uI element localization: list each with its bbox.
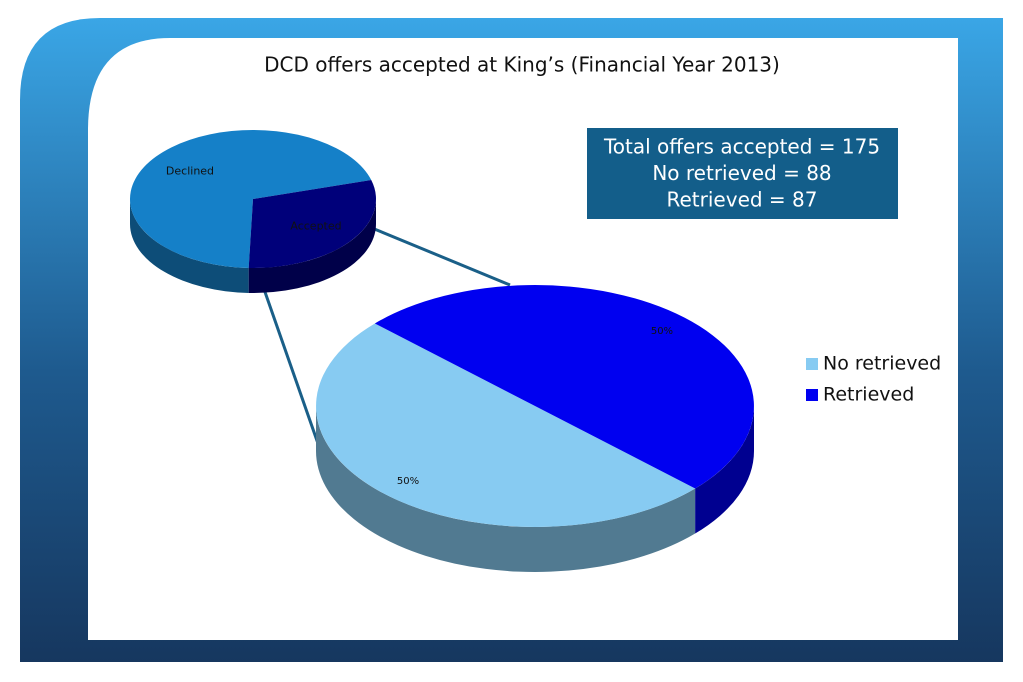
slice xyxy=(248,179,377,268)
slice-label: 50% xyxy=(397,476,419,487)
slice xyxy=(316,323,696,527)
slice-side xyxy=(248,199,376,293)
legend-swatch xyxy=(806,358,818,370)
slice xyxy=(374,285,754,489)
legend-label: Retrieved xyxy=(823,384,914,406)
connector xyxy=(371,226,511,287)
slice xyxy=(129,130,372,268)
slice-label: Accepted xyxy=(290,220,341,233)
slice-side xyxy=(130,199,249,293)
info-line: No retrieved = 88 xyxy=(652,161,831,185)
info-line: Total offers accepted = 175 xyxy=(603,135,880,159)
slice-side xyxy=(695,406,754,534)
legend-label: No retrieved xyxy=(823,353,941,375)
slice-side xyxy=(315,406,696,572)
connector xyxy=(263,291,324,456)
info-line: Retrieved = 87 xyxy=(667,188,818,212)
info-box xyxy=(587,128,898,219)
slice-label: 50% xyxy=(651,326,673,337)
legend-swatch xyxy=(806,389,818,401)
chart-title: DCD offers accepted at King’s (Financial… xyxy=(264,53,780,77)
slice-label: Declined xyxy=(166,164,214,177)
